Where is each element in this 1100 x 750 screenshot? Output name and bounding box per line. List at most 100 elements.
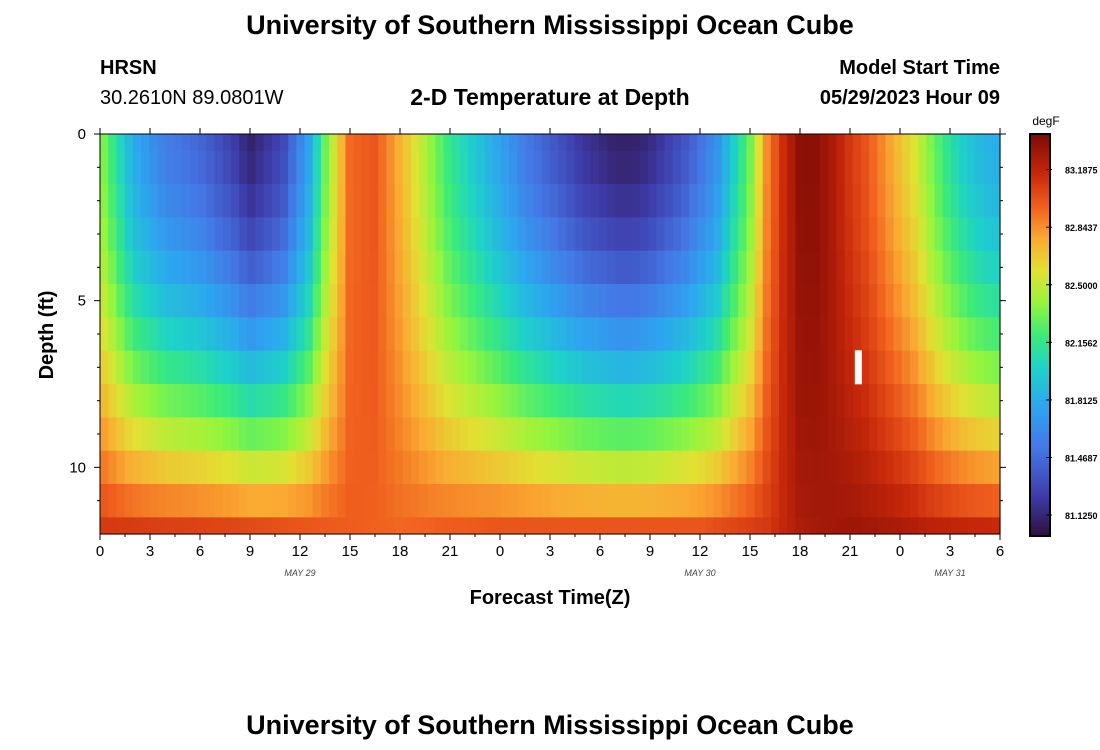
heatmap-cell (206, 284, 216, 318)
heatmap-cell (263, 134, 273, 152)
heatmap-cell (550, 217, 559, 252)
heatmap-cell (705, 484, 715, 518)
heatmap-cell (983, 450, 993, 485)
heatmap-cell (157, 350, 167, 385)
heatmap-cell (190, 134, 199, 152)
heatmap-cell (116, 417, 126, 452)
heatmap-cell (975, 250, 985, 285)
heatmap-cell (394, 484, 404, 518)
heatmap-cell (492, 517, 502, 535)
heatmap-cell (525, 134, 535, 152)
heatmap-cell (271, 317, 281, 352)
heatmap-cell (623, 284, 633, 318)
heatmap-cell (787, 417, 797, 452)
heatmap-cell (795, 150, 805, 185)
heatmap-cell (132, 284, 142, 318)
heatmap-cell (361, 350, 371, 385)
heatmap-cell (345, 417, 355, 452)
heatmap-cell (811, 450, 821, 485)
heatmap-cell (214, 317, 224, 352)
heatmap-cell (132, 450, 142, 485)
heatmap-cell (607, 150, 617, 185)
heatmap-cell (280, 150, 289, 185)
heatmap-cell (803, 484, 813, 518)
heatmap-cell (697, 517, 707, 535)
heatmap-cell (967, 150, 977, 185)
heatmap-cell (934, 284, 944, 318)
heatmap-cell (190, 384, 199, 418)
heatmap-cell (304, 384, 314, 418)
heatmap-cell (149, 417, 158, 452)
heatmap-cell (615, 517, 625, 535)
heatmap-cell (402, 317, 412, 352)
heatmap-cell (599, 384, 608, 418)
heatmap-cell (640, 284, 649, 318)
heatmap-cell (271, 184, 281, 218)
heatmap-cell (468, 384, 477, 418)
heatmap-cell (140, 217, 150, 252)
heatmap-cell (451, 150, 461, 185)
heatmap-cell (787, 484, 797, 518)
heatmap-cell (460, 417, 469, 452)
heatmap-cells (100, 134, 1001, 535)
heatmap-cell (132, 250, 142, 285)
heatmap-cell (762, 250, 772, 285)
heatmap-cell (631, 250, 641, 285)
heatmap-cell (615, 134, 625, 152)
heatmap-cell (664, 150, 674, 185)
heatmap-cell (656, 517, 666, 535)
heatmap-cell (721, 417, 731, 452)
heatmap-cell (484, 484, 494, 518)
heatmap-cell (795, 384, 805, 418)
heatmap-cell (361, 417, 371, 452)
heatmap-cell (140, 284, 150, 318)
heatmap-cell (991, 484, 1001, 518)
heatmap-cell (713, 217, 723, 252)
heatmap-cell (828, 150, 837, 185)
heatmap-cell (509, 250, 518, 285)
heatmap-cell (312, 150, 322, 185)
heatmap-cell (149, 484, 158, 518)
heatmap-cell (754, 484, 764, 518)
heatmap-cell (689, 417, 698, 452)
heatmap-cell (828, 250, 837, 285)
heatmap-cell (705, 417, 715, 452)
heatmap-cell (288, 317, 297, 352)
heatmap-cell (116, 217, 126, 252)
heatmap-cell (239, 384, 248, 418)
heatmap-cell (239, 317, 248, 352)
heatmap-cell (762, 417, 772, 452)
heatmap-cell (975, 284, 985, 318)
heatmap-cell (337, 217, 347, 252)
heatmap-cell (983, 350, 993, 385)
heatmap-cell (386, 450, 396, 485)
heatmap-cell (230, 284, 240, 318)
heatmap-cell (934, 350, 944, 385)
heatmap-cell (893, 450, 903, 485)
heatmap-cell (680, 217, 690, 252)
heatmap-cell (329, 317, 338, 352)
heatmap-cell (574, 284, 584, 318)
heatmap-cell (165, 250, 175, 285)
heatmap-cell (648, 134, 657, 152)
heatmap-cell (672, 150, 682, 185)
colorbar: 83.1875 82.8437 82.5000 82.1562 81.8125 81.46… (1029, 133, 1098, 537)
heatmap-cell (116, 517, 126, 535)
x-tick-label: 6 (196, 543, 204, 560)
heatmap-cell (623, 134, 633, 152)
heatmap-cell (165, 384, 175, 418)
heatmap-cell (206, 134, 216, 152)
heatmap-cell (550, 317, 559, 352)
heatmap-cell (787, 350, 797, 385)
heatmap-cell (500, 350, 510, 385)
heatmap-cell (844, 184, 854, 218)
heatmap-cell (402, 134, 412, 152)
heatmap-cell (803, 384, 813, 418)
heatmap-cell (247, 284, 257, 318)
heatmap-cell (640, 350, 649, 385)
heatmap-cell (541, 250, 551, 285)
heatmap-cell (950, 450, 960, 485)
heatmap-cell (198, 517, 207, 535)
heatmap-cell (558, 150, 567, 185)
heatmap-cell (754, 417, 764, 452)
